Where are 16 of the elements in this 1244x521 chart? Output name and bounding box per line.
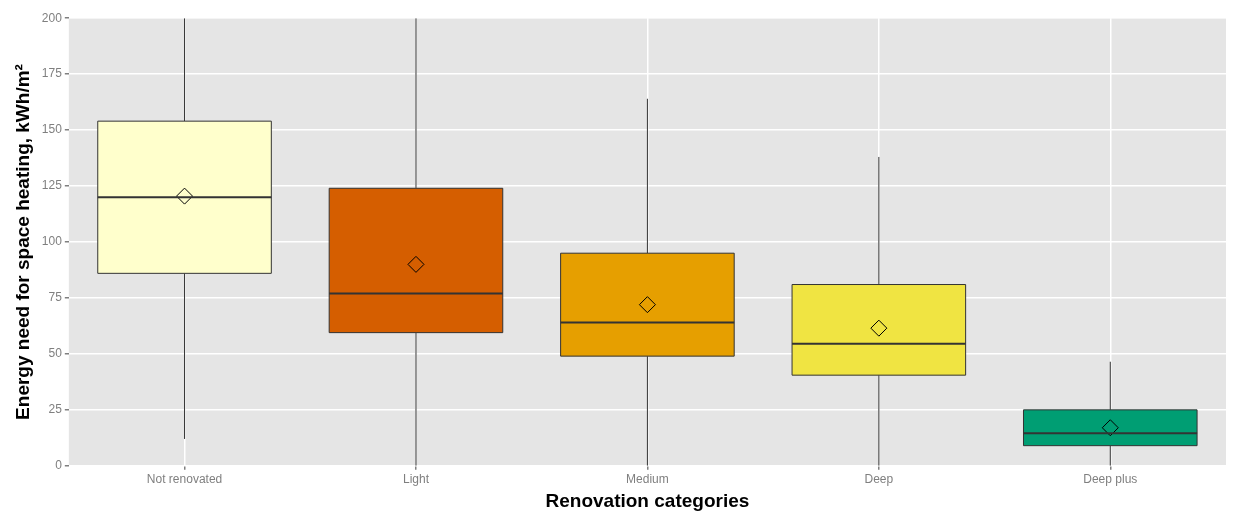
x-tick-label: Deep plus [1083,472,1138,487]
y-tick-label: 0 [55,458,63,473]
x-tick-label: Light [402,472,430,487]
y-tick-label: 50 [48,346,63,361]
y-tick-label: 150 [41,122,63,137]
x-tick-label: Deep [864,472,894,487]
y-tick-label: 75 [48,290,63,305]
y-tick-label: 200 [41,10,63,25]
y-tick-label: 25 [48,402,63,417]
x-tick-label: Not renovated [146,472,223,487]
y-tick-label: 125 [41,178,63,193]
x-axis-title: Renovation categories [545,489,750,511]
x-tick-label: Medium [626,472,669,487]
y-tick-label: 175 [41,66,63,81]
y-axis-title: Energy need for space heating, kWh/m² [11,64,33,420]
y-tick-label: 100 [41,234,63,249]
